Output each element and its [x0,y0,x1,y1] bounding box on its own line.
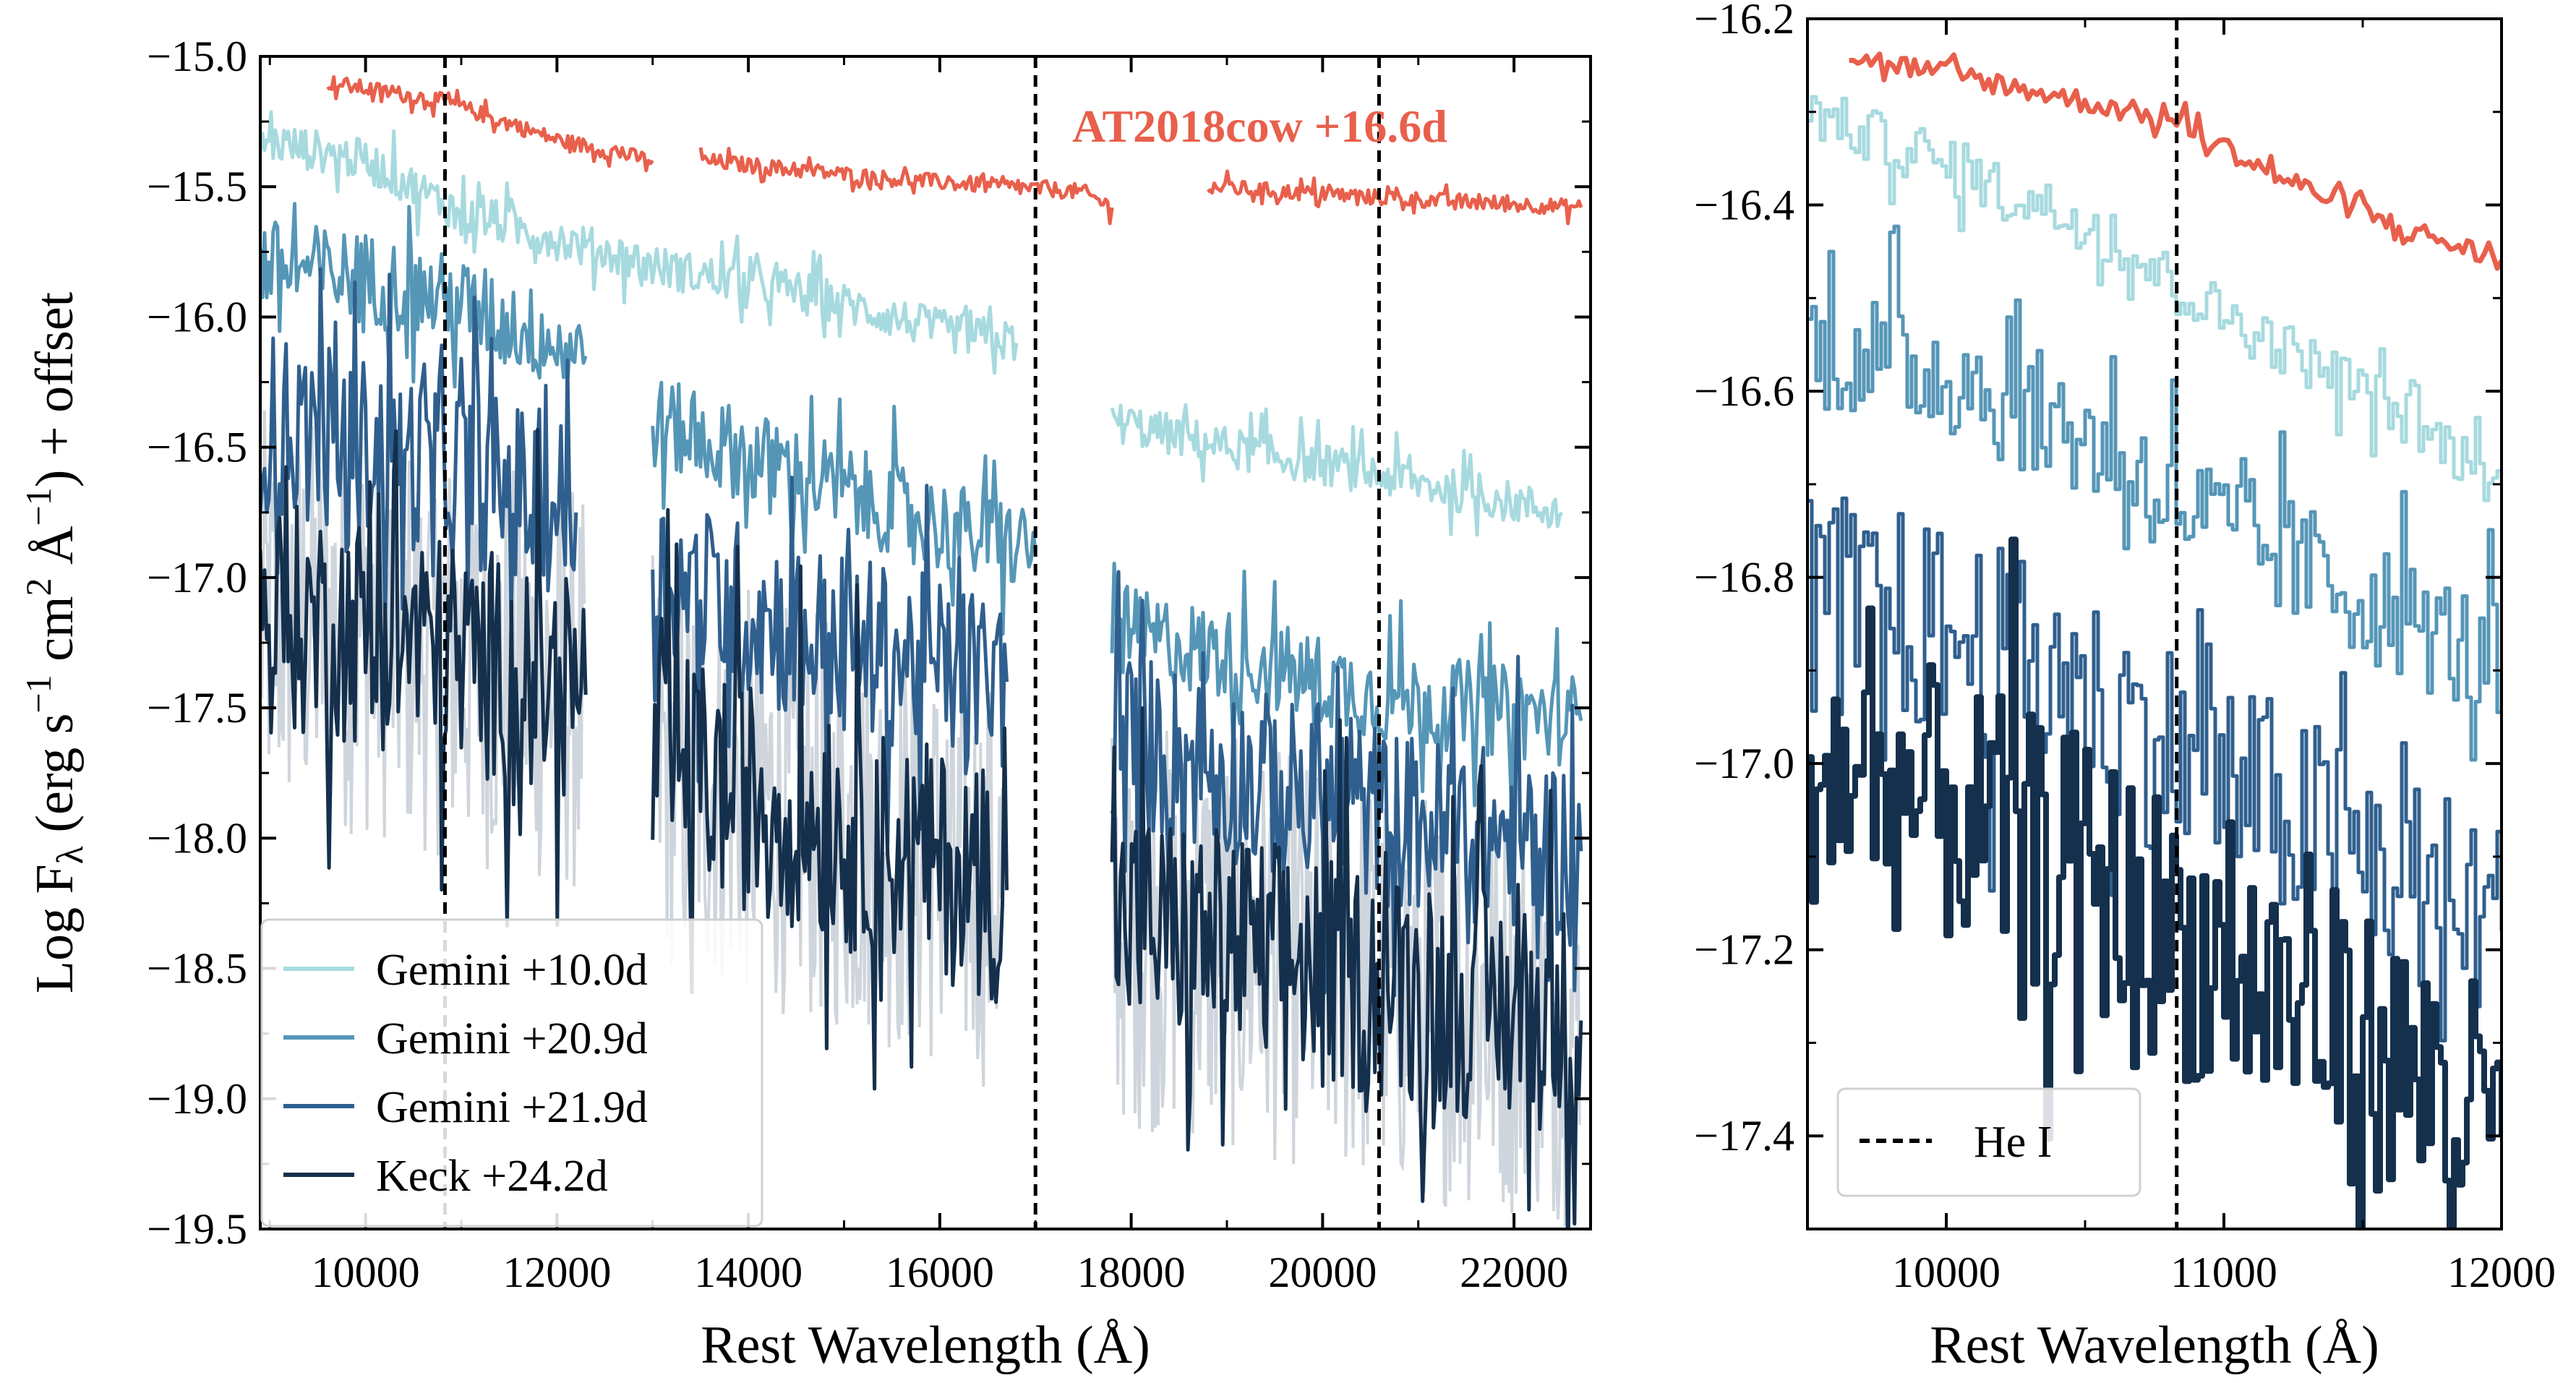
left-ytick-label-8: −19.0 [147,1075,247,1123]
right-legend-box [1836,1087,2141,1197]
right-series-gemini-10-0d-seg0 [1807,95,2502,502]
legend-label-gemini-21: Gemini +21.9d [376,1083,648,1132]
right-panel: 10000 11000 12000 −16.2 −16.4 −16.6 −16.8 −17.0… [1694,0,2556,1375]
left-series-at2018cow-16-6d-seg0 [326,75,654,173]
left-ytick-label-7: −18.5 [147,945,247,993]
right-ytick-label-5: −17.2 [1694,926,1794,974]
left-xtick-label-20000: 20000 [1268,1249,1377,1296]
right-ytick-label-6: −17.4 [1694,1112,1794,1160]
right-ticks: 10000 11000 12000 −16.2 −16.4 −16.6 −16.8 −17.0… [1694,0,2556,1296]
right-xtick-label-10000: 10000 [1892,1249,2001,1296]
left-xtick-label-18000: 18000 [1077,1249,1186,1296]
right-ytick-label-2: −16.6 [1694,367,1794,415]
left-series-at2018cow-16-6d-seg2 [1207,169,1583,226]
legend-label-keck-24: Keck +24.2d [376,1152,608,1201]
ylabel-sup3: −1 [18,487,59,526]
left-series-keck-24-2d-seg1 [651,508,1009,1091]
left-series-gemini-10-0d-seg0 [260,110,1019,375]
right-series-at2018cow-16-6d-seg0 [1849,51,2502,271]
right-xtick-label-12000: 12000 [2447,1249,2556,1296]
right-ytick-label-0: −16.2 [1694,0,1794,43]
left-series-gemini-21-9d-seg1 [651,475,1009,847]
ylabel-sup2: 2 [18,578,59,596]
left-panel: 10000 12000 14000 16000 18000 20000 22000 −15.0… [18,33,1592,1375]
left-series-at2018cow-16-6d-seg1 [698,147,1114,226]
right-xtick-label-11000: 11000 [2170,1249,2277,1296]
right-series-keck-24-2d-seg0 [1807,536,2502,1229]
left-xtick-label-16000: 16000 [886,1249,994,1296]
left-xtick-label-12000: 12000 [502,1249,611,1296]
left-ytick-label-0: −15.0 [147,33,247,80]
left-ytick-label-1: −15.5 [147,163,247,210]
right-ytick-label-1: −16.4 [1694,181,1794,229]
left-series-gemini-20-9d-seg2 [1110,561,1583,810]
left-ytick-label-5: −17.5 [147,684,247,732]
left-series-keck-24-2d-seg2 [1110,706,1583,1229]
left-ytick-label-6: −18.0 [147,814,247,862]
left-legend: Gemini +10.0d Gemini +20.9d Gemini +21.9… [260,918,763,1228]
left-legend-box [260,918,763,1228]
legend-label-gemini-20: Gemini +20.9d [376,1014,648,1063]
left-series-gemini-21-9d-seg0 [260,267,578,625]
right-series-gemini-21-9d-seg0 [1807,496,2502,1042]
left-ytick-label-4: −17.0 [147,554,247,601]
left-ylabel: Log Fλ (erg s−1 cm2 Å−1) + offset [18,291,91,993]
left-ytick-label-9: −19.5 [147,1205,247,1253]
left-xtick-label-22000: 22000 [1460,1249,1568,1296]
left-series-gemini-10-0d-seg1 [1110,403,1564,537]
left-annotation: AT2018cow +16.6d [1072,100,1447,152]
right-spectra-layer [1807,51,2502,1229]
legend-label-gemini-10: Gemini +10.0d [376,946,648,995]
right-ytick-label-3: −16.8 [1694,554,1794,601]
left-xtick-label-14000: 14000 [694,1249,803,1296]
right-ytick-label-4: −17.0 [1694,740,1794,787]
left-he-lines [442,56,1381,1229]
ylabel-unit2: cm [25,596,85,661]
left-ytick-label-2: −16.0 [147,293,247,341]
right-axes-frame [1806,17,2503,1230]
left-ytick-label-3: −16.5 [147,424,247,471]
right-xlabel: Rest Wavelength (Å) [1930,1316,2379,1375]
ylabel-sub: λ [50,846,91,864]
ylabel-sup1: −1 [18,675,59,713]
left-spectra-layer [260,75,1583,1229]
left-series-gemini-20-9d-seg1 [651,380,1037,636]
ylabel-tail: ) + offset [25,291,85,487]
left-xtick-label-10000: 10000 [312,1249,420,1296]
svg-text:Log Fλ (erg s−1 cm2 Å−1) + off: Log Fλ (erg s−1 cm2 Å−1) + offset [18,291,91,993]
left-series-gemini-20-9d-seg0 [260,202,588,389]
ylabel-main: Log F [25,864,85,993]
ylabel-unit3: Å [25,526,85,565]
right-legend: He I [1836,1087,2141,1197]
left-xlabel: Rest Wavelength (Å) [701,1316,1150,1375]
ylabel-units: (erg s [25,714,85,833]
legend-label-he-i: He I [1974,1118,2052,1167]
left-series-keck-24-2d-seg0 [260,427,588,928]
right-series-gemini-20-9d-seg0 [1807,224,2502,762]
